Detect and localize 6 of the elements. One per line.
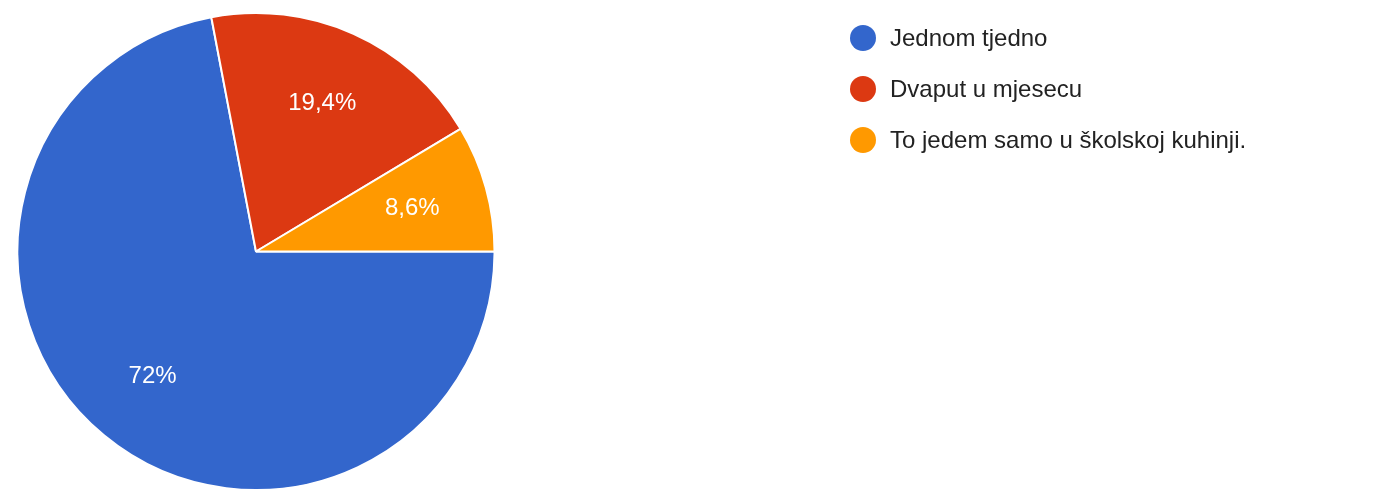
data-label: 19,4% (288, 88, 357, 116)
legend-label: Jednom tjedno (890, 23, 1048, 52)
legend-label: Dvaput u mjesecu (890, 74, 1083, 103)
data-label: 72% (128, 361, 177, 389)
data-label: 8,6% (384, 192, 440, 220)
legend-label: To jedem samo u školskoj kuhinji. (890, 125, 1247, 154)
